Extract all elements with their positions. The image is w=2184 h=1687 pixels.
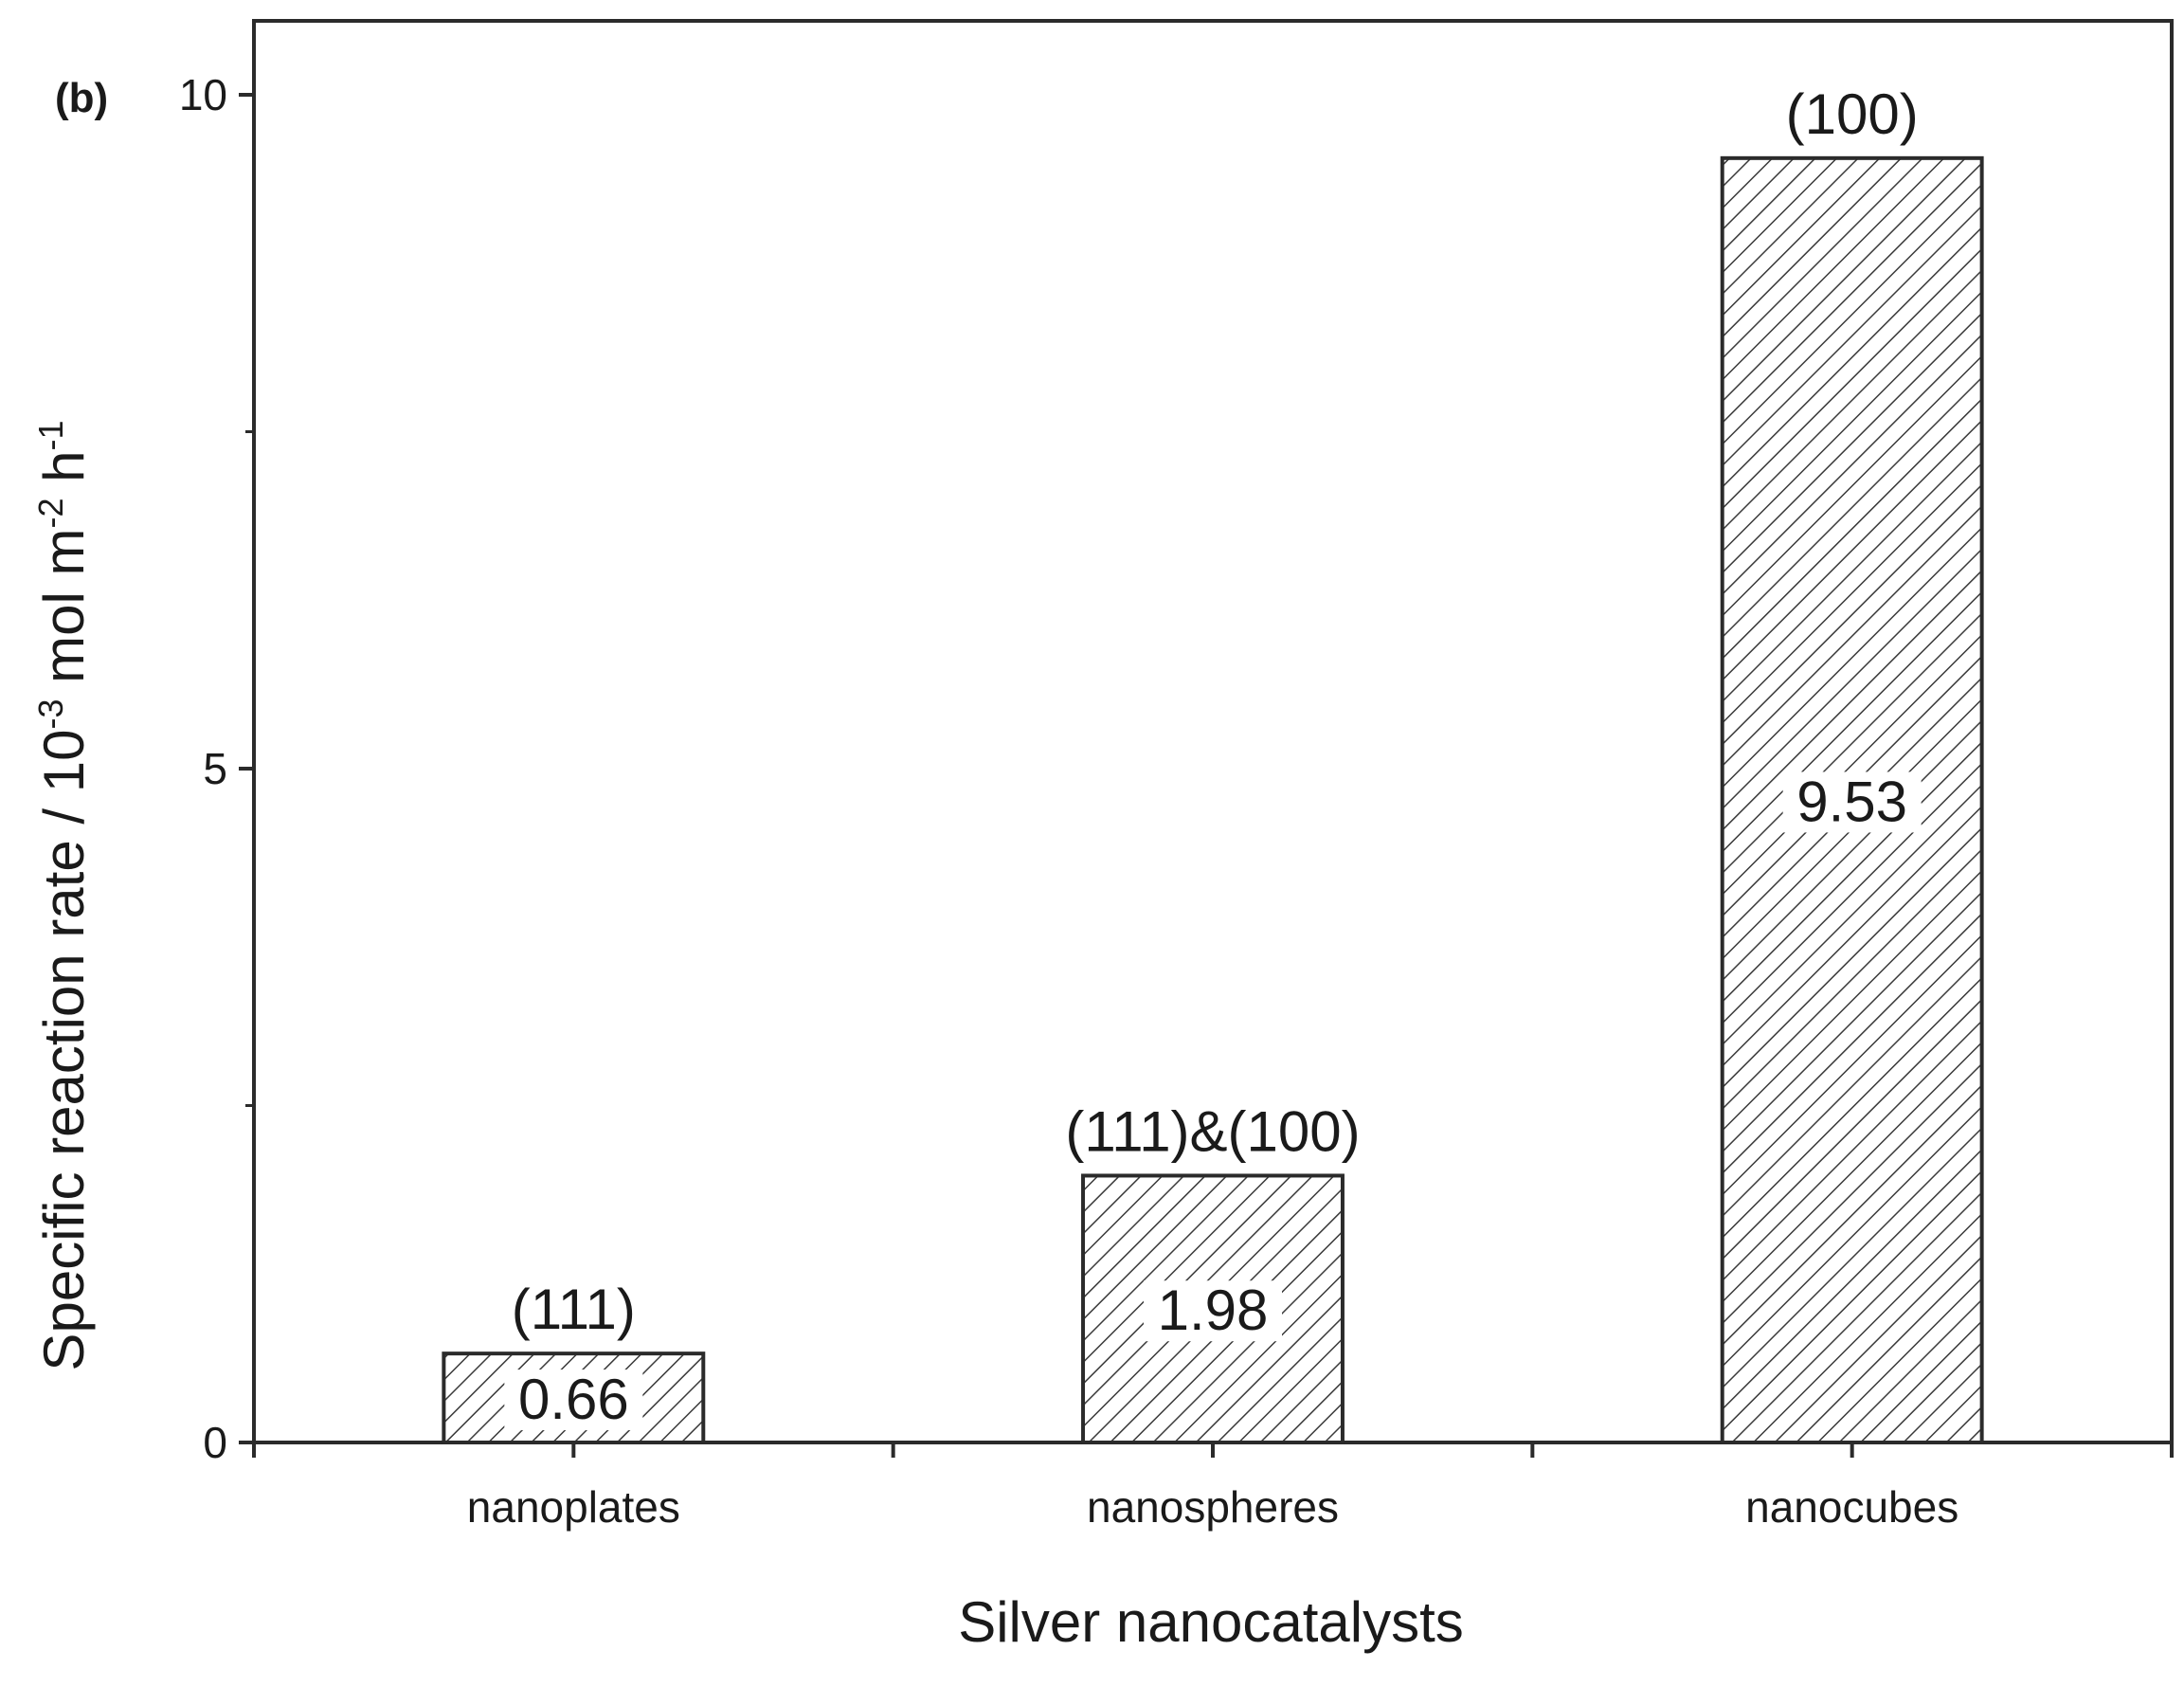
bar-value-label-bg bbox=[504, 1370, 643, 1431]
x-category-label: nanocubes bbox=[1745, 1482, 1958, 1532]
bar-facet-label: (100) bbox=[1786, 82, 1919, 146]
bar-value-label-bg bbox=[1782, 771, 1922, 833]
x-category-label: nanospheres bbox=[1087, 1482, 1339, 1532]
y-axis-label: Specific reaction rate / 10-3 mol m-2 h-… bbox=[31, 420, 96, 1370]
y-axis-label-exp1: -3 bbox=[31, 699, 70, 730]
y-axis-label-main: Specific reaction rate / 10 bbox=[32, 730, 96, 1371]
x-category-label: nanoplates bbox=[467, 1482, 680, 1532]
bar-facet-label: (111)&(100) bbox=[1065, 1099, 1360, 1163]
bar-facet-label: (111) bbox=[512, 1278, 636, 1341]
bars: (111) 0.66 (111)&(100) 1.98 (100) 9.53 bbox=[442, 82, 1984, 1445]
bar-value-label: 9.53 bbox=[1796, 770, 1907, 833]
x-axis: nanoplates nanospheres nanocubes bbox=[252, 1442, 2174, 1532]
y-tick-label: 10 bbox=[179, 70, 227, 119]
y-axis-label-exp3: -1 bbox=[31, 420, 70, 450]
bar-value-label: 1.98 bbox=[1158, 1279, 1269, 1342]
y-axis-label-exp2: -2 bbox=[31, 499, 70, 529]
y-tick-label: 5 bbox=[203, 744, 227, 793]
y-axis-label-mid2: h bbox=[32, 450, 96, 498]
y-tick-label: 0 bbox=[203, 1418, 227, 1467]
x-axis-label: Silver nanocatalysts bbox=[958, 1590, 1464, 1654]
bar-value-label-bg bbox=[1144, 1280, 1282, 1342]
y-axis: 0 5 10 bbox=[179, 70, 254, 1467]
y-axis-label-mid: mol m bbox=[32, 529, 96, 699]
panel-label: (b) bbox=[55, 75, 108, 121]
bar-value-label: 0.66 bbox=[518, 1368, 629, 1431]
